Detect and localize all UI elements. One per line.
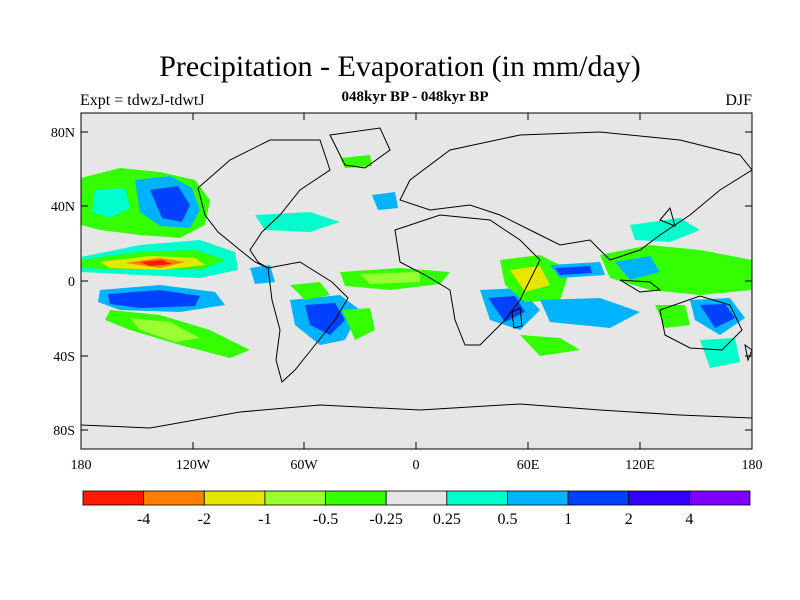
coast-japan <box>659 206 676 227</box>
anomaly-region <box>305 303 345 335</box>
anomaly-region <box>360 272 420 284</box>
lon-tick-label: 60E <box>517 458 540 473</box>
anomaly-region <box>108 290 200 308</box>
lat-tick-label: 40N <box>51 200 75 215</box>
lon-tick-label: 120E <box>625 458 655 473</box>
anomaly-region <box>290 282 330 300</box>
coast-madagascar <box>511 307 523 329</box>
lat-tick-label: 0 <box>68 275 75 290</box>
colorbar-swatch <box>385 490 448 506</box>
colorbar-swatch <box>688 490 751 506</box>
anomaly-region <box>92 188 130 218</box>
anomaly-region <box>140 260 172 266</box>
anomaly-region <box>150 186 190 222</box>
colorbar-swatch <box>143 490 205 506</box>
anomaly-region <box>600 245 752 295</box>
colorbar-label: 1 <box>564 511 572 528</box>
anomaly-region <box>520 335 580 356</box>
colorbar-label: -4 <box>137 511 150 528</box>
colorbar: -4 -2 -1 -0.5 -0.25 0.25 0.5 1 2 4 <box>82 490 751 528</box>
map-title: Precipitation - Evaporation (in mm/day) <box>159 50 641 83</box>
anomaly-region <box>540 298 640 328</box>
anomaly-region <box>655 305 690 328</box>
lon-tick-label: 180 <box>71 458 92 473</box>
lon-tick-label: 120W <box>176 458 211 473</box>
anomaly-region <box>372 192 398 210</box>
colorbar-swatch <box>203 490 266 506</box>
coast-new-zealand <box>744 343 752 362</box>
coast-indonesia <box>619 279 662 293</box>
tick-marks <box>81 113 752 449</box>
anomaly-region <box>700 338 740 368</box>
anomaly-region <box>615 256 660 280</box>
anomaly-region <box>130 318 200 342</box>
colorbar-swatch <box>567 490 630 506</box>
colorbar-label: 0.25 <box>433 511 461 528</box>
colorbar-label: -2 <box>198 511 211 528</box>
anomaly-region <box>250 265 275 284</box>
lat-tick-label: 80S <box>53 424 75 439</box>
anomaly-region <box>488 296 525 322</box>
colorbar-label: -0.5 <box>313 511 338 528</box>
coastlines <box>81 127 752 429</box>
lat-tick-label: 40S <box>53 350 75 365</box>
anomaly-region <box>255 212 340 232</box>
colorbar-label: 0.5 <box>497 511 517 528</box>
map-subtitle: 048kyr BP - 048kyr BP <box>341 89 489 105</box>
colorbar-label: 2 <box>625 511 633 528</box>
lon-tick-label: 0 <box>413 458 420 473</box>
experiment-label: Expt = tdwzJ-tdwtJ <box>80 92 205 109</box>
anomaly-region <box>342 308 375 340</box>
colorbar-swatch <box>325 490 387 506</box>
lon-tick-label: 60W <box>290 458 318 473</box>
coast-greenland <box>329 127 391 169</box>
lon-tick-label: 180 <box>742 458 763 473</box>
anomaly-region <box>555 266 592 275</box>
colorbar-swatch <box>264 490 326 506</box>
colorbar-label: -1 <box>258 511 271 528</box>
colorbar-swatch <box>446 490 508 506</box>
coast-antarctica <box>81 403 752 429</box>
colorbar-swatch <box>507 490 569 506</box>
anomaly-region <box>340 155 372 168</box>
colorbar-label: 4 <box>685 511 693 528</box>
coast-africa <box>394 214 541 346</box>
coast-north-america <box>197 139 331 269</box>
colorbar-swatch <box>82 490 145 506</box>
coast-australia <box>659 295 743 351</box>
lat-tick-label: 80N <box>51 126 75 141</box>
colorbar-swatch <box>628 490 690 506</box>
colorbar-label: -0.25 <box>370 511 403 528</box>
anomaly-region <box>630 218 700 242</box>
season-label: DJF <box>725 92 752 109</box>
coast-south-america <box>267 261 349 383</box>
anomaly-region <box>700 304 735 328</box>
